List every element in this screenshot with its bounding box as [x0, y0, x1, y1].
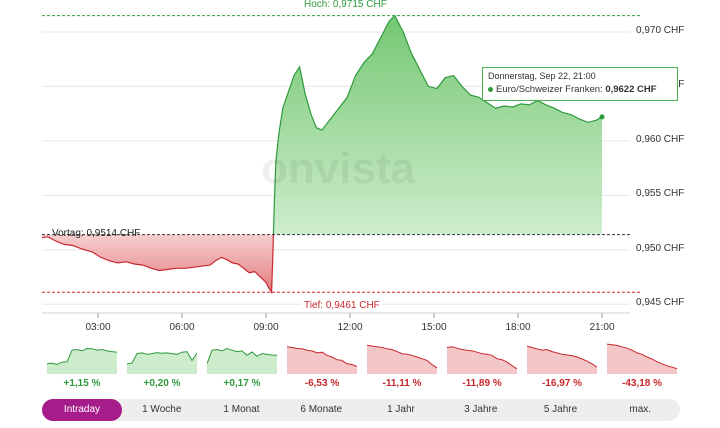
- sparkline-area: [287, 346, 357, 374]
- range-tab-5-jahre[interactable]: 5 Jahre: [543, 404, 578, 415]
- y-tick-label: 0,960 CHF: [636, 133, 685, 145]
- x-tick-label: 18:00: [505, 322, 531, 333]
- range-tab-1-woche[interactable]: 1 Woche: [142, 404, 182, 415]
- range-tab-1-jahr[interactable]: 1 Jahr: [387, 404, 415, 415]
- tooltip-series: Euro/Schweizer Franken:: [496, 84, 603, 95]
- price-line-up: [272, 14, 603, 235]
- sparkline-line: [127, 351, 197, 365]
- prev-close-label: Vortag: 0,9514 CHF: [52, 228, 141, 239]
- sparkline-6[interactable]: [447, 338, 517, 374]
- sparkline-change-label: +0,17 %: [223, 378, 261, 389]
- sparkline-5[interactable]: [367, 338, 437, 374]
- sparkline-area: [127, 351, 197, 374]
- y-tick-label: 0,955 CHF: [636, 188, 685, 200]
- sparkline-1[interactable]: [47, 338, 117, 374]
- sparkline-change-label: -43,18 %: [621, 378, 663, 389]
- sparkline-area: [447, 346, 517, 374]
- sparkline-area: [607, 344, 677, 374]
- high-label: Hoch: 0,9715 CHF: [302, 0, 389, 10]
- range-tab-max-[interactable]: max.: [629, 404, 652, 415]
- sparkline-area: [207, 348, 277, 374]
- sparkline-change-label: -6,53 %: [304, 378, 340, 389]
- sparkline-area: [527, 346, 597, 374]
- price-line-down: [41, 234, 274, 295]
- area-above-prev-close: [273, 15, 602, 235]
- series-dot-icon: [488, 86, 493, 92]
- sparkline-line: [367, 344, 437, 369]
- y-tick-label: 0,945 CHF: [636, 297, 685, 309]
- sparkline-line: [607, 343, 677, 370]
- y-tick-label: 0,970 CHF: [636, 24, 685, 36]
- sparkline-change-label: +1,15 %: [63, 378, 101, 389]
- x-tick-label: 12:00: [337, 322, 363, 333]
- sparkline-2[interactable]: [127, 338, 197, 374]
- y-tick-label: 0,950 CHF: [636, 242, 685, 254]
- area-below-prev-close: [42, 234, 274, 293]
- onvista-watermark: onvista: [261, 144, 416, 193]
- x-tick-label: 03:00: [85, 322, 111, 333]
- range-tab-intraday[interactable]: Intraday: [42, 399, 122, 421]
- chart-tooltip: Donnerstag, Sep 22, 21:00 Euro/Schweizer…: [482, 67, 678, 101]
- sparkline-7[interactable]: [527, 338, 597, 374]
- range-tab-6-monate[interactable]: 6 Monate: [300, 404, 343, 415]
- sparkline-change-label: -11,11 %: [382, 378, 422, 389]
- x-tick-label: 21:00: [589, 322, 615, 333]
- range-tab-3-jahre[interactable]: 3 Jahre: [464, 404, 498, 415]
- intraday-chart[interactable]: onvista: [0, 0, 720, 318]
- tooltip-value: 0,9622 CHF: [605, 84, 657, 95]
- sparkline-line: [47, 347, 117, 366]
- range-tab-1-monat[interactable]: 1 Monat: [223, 404, 260, 415]
- sparkline-change-label: +0,20 %: [143, 378, 181, 389]
- tooltip-row: Euro/Schweizer Franken: 0,9622 CHF: [488, 84, 672, 95]
- sparkline-change-label: -11,89 %: [462, 378, 502, 389]
- sparkline-line: [447, 346, 517, 370]
- tooltip-date: Donnerstag, Sep 22, 21:00: [488, 71, 596, 81]
- sparkline-area: [47, 348, 117, 374]
- sparkline-4[interactable]: [287, 338, 357, 374]
- time-range-selector: Intraday 1 Woche 1 Monat 6 Monate 1 Jahr 3 Ja…: [42, 399, 680, 421]
- sparkline-area: [367, 345, 437, 374]
- x-tick-label: 15:00: [421, 322, 447, 333]
- sparkline-3[interactable]: [207, 338, 277, 374]
- sparkline-line: [527, 345, 597, 368]
- last-point-marker: [599, 114, 605, 120]
- sparkline-8[interactable]: [607, 338, 677, 374]
- sparkline-change-label: -16,97 %: [541, 378, 583, 389]
- x-tick-label: 09:00: [253, 322, 279, 333]
- low-label: Tief: 0,9461 CHF: [302, 300, 382, 311]
- x-tick-label: 06:00: [169, 322, 195, 333]
- sparkline-line: [287, 346, 357, 367]
- sparkline-line: [207, 347, 277, 364]
